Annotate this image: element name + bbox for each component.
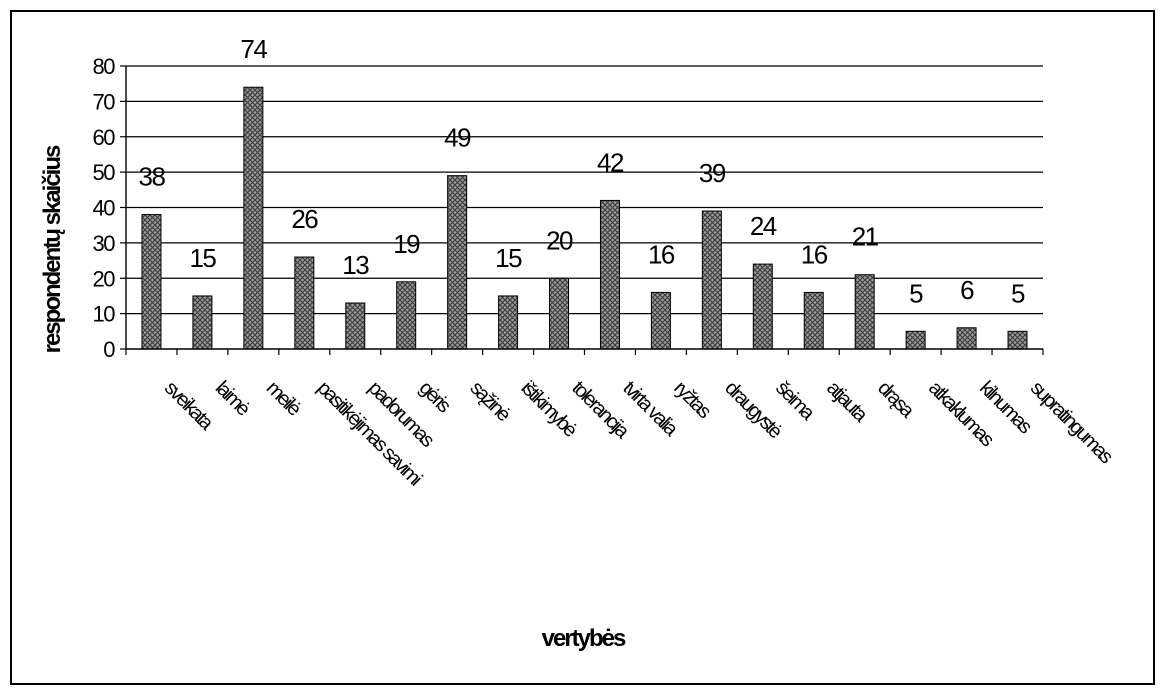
bar-drąsa: [854, 274, 875, 350]
data-label: 16: [801, 239, 828, 269]
y-tick-label: 80: [93, 54, 116, 79]
y-axis-title: respondentų skaičius: [39, 145, 66, 353]
bar-supratingumas: [1007, 330, 1028, 350]
bar-pasitikėjimas savimi: [294, 256, 315, 350]
y-tick-label: 60: [93, 125, 116, 150]
data-label: 5: [909, 278, 923, 308]
data-label: 38: [139, 162, 166, 192]
y-tick-label: 70: [93, 89, 116, 114]
bar-padorumas: [345, 302, 366, 350]
bar-ryžtas: [650, 291, 671, 350]
bar-sveikata: [141, 214, 162, 350]
data-label: 21: [852, 222, 879, 252]
data-label: 20: [546, 225, 573, 255]
data-label: 74: [240, 34, 267, 64]
x-axis-title: vertybės: [542, 625, 626, 652]
data-label: 39: [699, 158, 726, 188]
chart-border: [10, 10, 1155, 685]
bar-ištikimybė: [498, 295, 519, 350]
data-label: 49: [444, 123, 471, 153]
bar-meilė: [243, 86, 264, 350]
data-label: 26: [291, 204, 318, 234]
y-tick-label: 0: [103, 337, 115, 362]
y-tick-label: 10: [93, 302, 116, 327]
bar-gėris: [396, 281, 417, 350]
bar-tvirta valia: [599, 199, 620, 350]
bar-kilnumas: [956, 327, 977, 350]
data-label: 5: [1011, 278, 1025, 308]
bar-sąžinė: [447, 175, 468, 350]
y-tick-label: 20: [93, 266, 116, 291]
bar-laimė: [192, 295, 213, 350]
bar-atkaklumas: [905, 330, 926, 350]
y-tick-label: 50: [93, 160, 116, 185]
data-label: 15: [189, 243, 216, 273]
data-label: 24: [750, 211, 777, 241]
bar-atjauta: [803, 291, 824, 350]
data-label: 42: [597, 147, 624, 177]
bar-šeima: [752, 263, 773, 350]
data-label: 16: [648, 239, 675, 269]
y-tick-label: 40: [93, 196, 116, 221]
data-label: 19: [393, 229, 420, 259]
data-label: 6: [960, 275, 974, 305]
y-tick-label: 30: [93, 231, 116, 256]
data-label: 15: [495, 243, 522, 273]
data-label: 13: [342, 250, 369, 280]
bar-tolerancija: [549, 277, 570, 350]
bar-draugystė: [701, 210, 722, 350]
